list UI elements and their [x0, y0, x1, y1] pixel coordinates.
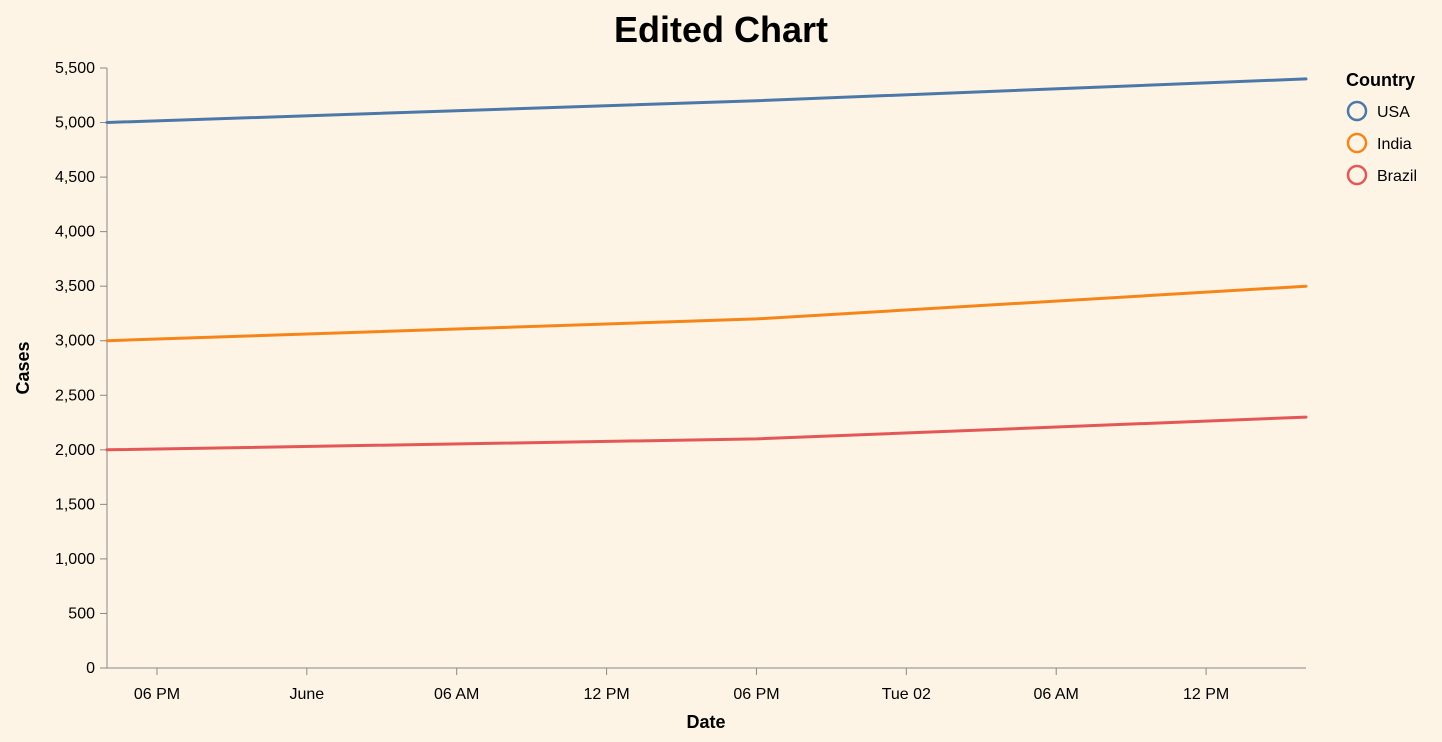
y-tick-label: 4,000	[55, 224, 95, 241]
x-axis-title: Date	[686, 712, 725, 732]
legend: Country USA India Brazil	[1346, 70, 1417, 186]
x-tick-label: 06 AM	[434, 686, 479, 703]
y-tick-label: 3,000	[55, 333, 95, 350]
y-tick-label: 500	[68, 605, 95, 622]
x-tick-label: 06 PM	[134, 686, 180, 703]
x-tick-label: 12 PM	[583, 686, 629, 703]
x-tick-label: 06 AM	[1034, 686, 1079, 703]
y-tick-label: 4,500	[55, 169, 95, 186]
legend-label-brazil: Brazil	[1377, 168, 1417, 185]
legend-title: Country	[1346, 70, 1415, 90]
legend-symbol-usa	[1346, 100, 1368, 122]
x-tick-label: Tue 02	[882, 686, 931, 703]
series-line-india	[105, 284, 1308, 343]
x-axis: 06 PM June 06 AM 12 PM 06 PM Tue 02 06 AM 12 PM	[107, 667, 1306, 703]
legend-symbol-brazil	[1346, 164, 1368, 186]
series-line-brazil	[105, 415, 1308, 452]
y-tick-label: 3,500	[55, 278, 95, 295]
y-tick-label: 1,000	[55, 551, 95, 568]
legend-label-usa: USA	[1377, 104, 1410, 121]
legend-label-india: India	[1377, 136, 1412, 153]
y-tick-label: 5,500	[55, 60, 95, 77]
y-tick-label: 1,500	[55, 496, 95, 513]
y-tick-label: 2,500	[55, 387, 95, 404]
legend-symbol-india	[1346, 132, 1368, 154]
x-tick-label: 06 PM	[733, 686, 779, 703]
y-tick-label: 0	[86, 660, 95, 677]
y-axis-title: Cases	[13, 341, 33, 394]
y-tick-label: 5,000	[55, 115, 95, 132]
x-tick-label: 12 PM	[1183, 686, 1229, 703]
series-line-usa	[105, 77, 1308, 124]
x-tick-label: June	[289, 686, 324, 703]
series-layer	[105, 77, 1308, 452]
y-tick-label: 2,000	[55, 442, 95, 459]
chart-title: Edited Chart	[614, 9, 828, 50]
y-axis: 0 500 1,000 1,500 2,000 2,500 3,000 3,500 4,000 4…	[55, 60, 108, 677]
